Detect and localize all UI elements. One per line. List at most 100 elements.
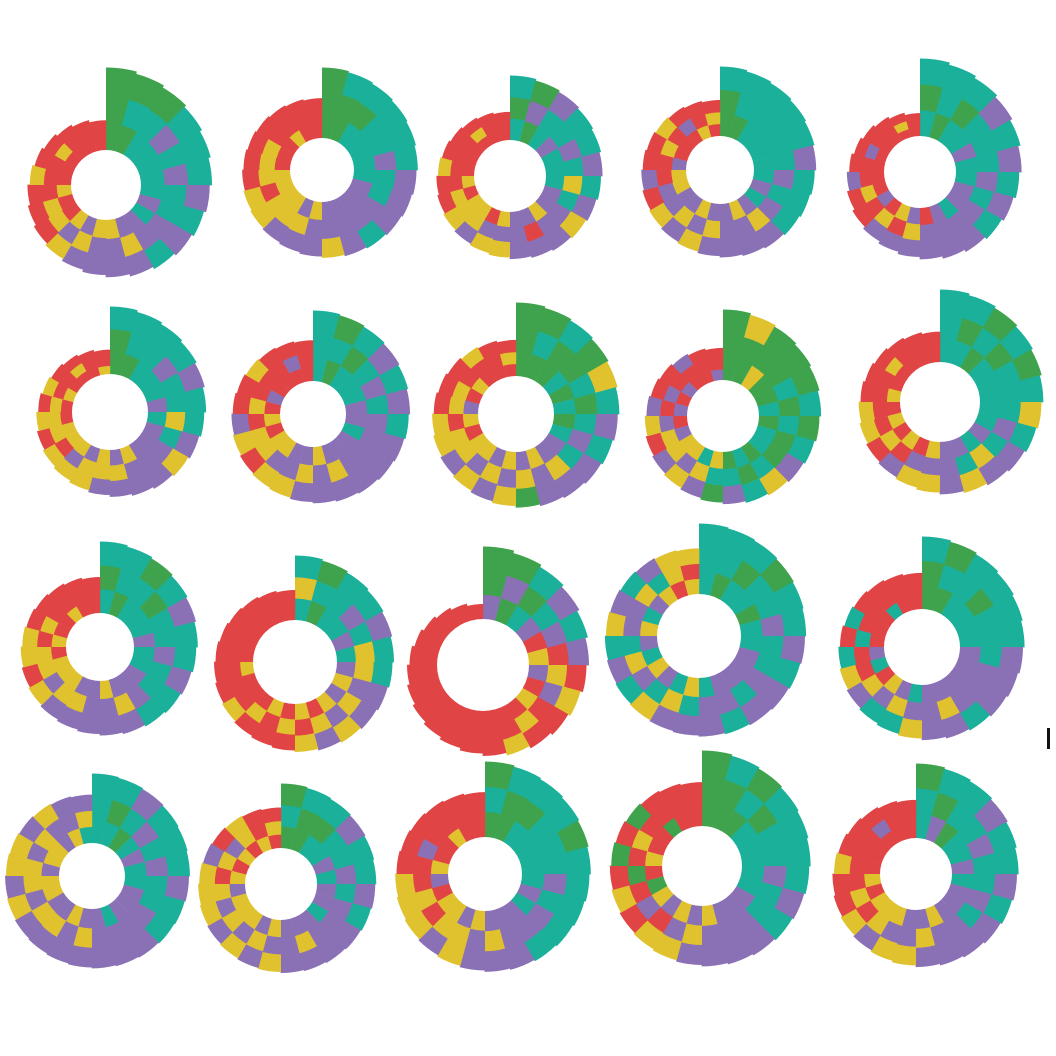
- spiral-cell: [539, 705, 569, 735]
- spiral-cell: [920, 109, 937, 138]
- spiral-cell: [433, 392, 452, 414]
- spiral-cell: [542, 433, 567, 456]
- spiral-cell: [676, 186, 696, 206]
- spiral-cell: [309, 712, 333, 735]
- spiral-cell: [770, 206, 800, 236]
- spiral-cell: [797, 390, 822, 417]
- spiral-cell: [552, 398, 577, 415]
- spiral-cell: [87, 236, 106, 257]
- spiral-cell: [148, 124, 181, 156]
- spiral-cell: [340, 346, 369, 375]
- spiral-cell: [334, 214, 358, 238]
- spiral-cell: [684, 796, 703, 814]
- spiral-cell: [100, 904, 119, 928]
- spiral-cell: [136, 194, 162, 214]
- spiral-cell: [222, 696, 246, 722]
- spiral-cell: [294, 702, 311, 721]
- spiral-cell: [661, 216, 687, 242]
- spiral-cell: [510, 75, 537, 101]
- spiral-cell: [774, 887, 805, 920]
- spiral-cell: [436, 626, 451, 642]
- spiral-cell: [248, 397, 267, 414]
- spiral-cell: [704, 466, 723, 486]
- spiral-cell: [130, 142, 159, 168]
- spiral-cell: [515, 616, 543, 643]
- spiral-cell: [135, 697, 165, 727]
- spiral-cell: [762, 866, 787, 889]
- spiral-cell: [739, 619, 764, 637]
- spiral-cell: [299, 834, 322, 859]
- spiral-cell: [335, 646, 357, 663]
- spiral-cell: [88, 477, 110, 495]
- spiral-cell: [959, 467, 988, 494]
- spiral-cell: [231, 920, 255, 945]
- spiral-cell: [67, 827, 84, 848]
- spiral-cell: [336, 374, 362, 398]
- spiral-cell: [1017, 402, 1042, 429]
- spiral-cell: [365, 394, 389, 415]
- spiral-cell: [348, 700, 377, 730]
- spiral-cell: [881, 124, 898, 141]
- spiral-cell: [675, 391, 692, 407]
- spiral-cell: [108, 676, 127, 699]
- spiral-cell: [950, 874, 975, 890]
- spiral-cell: [174, 205, 205, 237]
- spiral-cell: [859, 419, 881, 444]
- spiral-cell: [46, 892, 69, 913]
- spiral-cell: [787, 435, 815, 464]
- spiral-cell: [903, 332, 925, 350]
- spiral-cell: [440, 613, 457, 628]
- spiral-cell: [370, 662, 393, 688]
- spiral-cell: [7, 893, 33, 920]
- spiral-cell: [934, 821, 959, 849]
- spiral-cell: [100, 821, 121, 848]
- spiral-cell: [672, 900, 692, 924]
- spiral-cell: [432, 846, 454, 865]
- spiral-cell: [961, 113, 993, 143]
- spiral-cell: [352, 170, 376, 184]
- spiral-cell: [507, 766, 541, 800]
- spiral-cell: [566, 429, 593, 455]
- spiral-cell: [433, 431, 456, 457]
- spiral-cell: [333, 315, 365, 346]
- spiral-cell: [306, 902, 329, 924]
- spiral-cell: [887, 412, 906, 430]
- spiral-cell: [976, 685, 1007, 717]
- spiral-cell: [672, 415, 689, 430]
- spiral-cell: [100, 541, 128, 569]
- spiral-cell: [72, 120, 92, 137]
- spiral-cell: [118, 708, 146, 735]
- spiral-cell: [264, 422, 285, 439]
- spiral-cell: [940, 673, 963, 698]
- spiral-cell: [72, 144, 89, 161]
- spiral-cell: [876, 591, 897, 611]
- spiral-cell: [832, 873, 851, 896]
- spiral-cell: [109, 463, 128, 482]
- spiral-cell: [717, 918, 743, 945]
- spiral-cell: [273, 169, 292, 183]
- spiral-cell: [106, 67, 137, 99]
- spiral-cell: [728, 590, 756, 616]
- spiral-cell: [312, 463, 332, 485]
- spiral-cell: [243, 186, 267, 211]
- spiral-cell: [525, 353, 548, 382]
- spiral-cell: [718, 779, 748, 811]
- spiral-cell: [528, 566, 564, 602]
- spiral-cell: [81, 576, 101, 592]
- spiral-cell: [620, 571, 647, 599]
- spiral-cell: [372, 170, 396, 190]
- spiral-cell: [752, 170, 775, 185]
- spiral-cell: [447, 357, 471, 382]
- spiral-cell: [748, 374, 774, 399]
- spiral-cell: [644, 415, 662, 437]
- spiral-cell: [63, 448, 85, 469]
- spiral-cell: [289, 480, 313, 502]
- spiral-cell: [164, 666, 192, 695]
- spiral-cell: [477, 219, 497, 240]
- spiral-cell: [530, 80, 560, 109]
- spiral-cell: [123, 209, 146, 234]
- spiral-cell: [70, 794, 93, 814]
- spiral-cell: [477, 112, 496, 128]
- spiral-cell: [454, 220, 479, 244]
- spiral-cell: [463, 423, 484, 442]
